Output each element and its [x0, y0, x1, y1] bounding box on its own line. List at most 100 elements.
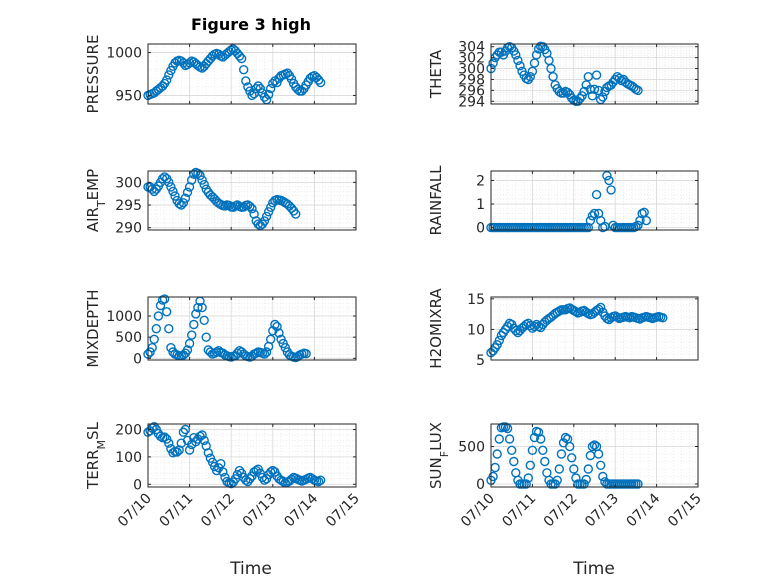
panel-6-data-point [511, 325, 521, 336]
panel-1-y-axis-label-part: PRESSURE [84, 35, 102, 114]
panel-1-data-point [268, 78, 278, 89]
panel-2-y-axis-label-part: THETA [427, 49, 445, 99]
panel-2-data-point [577, 91, 587, 101]
panel-1-data-point [263, 89, 274, 100]
panel-3-y-axis-label-part: EMP [84, 169, 102, 200]
panel-3-data-point [266, 202, 276, 213]
panel-3-data-point [164, 177, 174, 188]
panel-8-y-axis-label-part: SUN [427, 457, 445, 489]
panel-4-ytick-label: 0 [476, 221, 485, 237]
panel-8-data-point [554, 464, 564, 474]
panel-5-data-point [151, 324, 162, 334]
panel-1-data-point [161, 75, 172, 85]
panel-8-ytick-label: 0 [476, 477, 485, 493]
panel-8-data-point [598, 471, 608, 482]
panel-7-data-point [257, 472, 268, 483]
panel-4-axes-box [490, 170, 699, 231]
panel-7-axes-box [147, 423, 357, 488]
panel-6-data-point [492, 340, 502, 350]
panel-3-data-point [245, 201, 255, 212]
figure-title: Figure 3 high [191, 15, 311, 34]
panel-7-data-point [266, 467, 276, 477]
panel-2-data-point [591, 70, 602, 80]
panel-5-data-point [145, 347, 155, 357]
panel-1-axes-box [147, 43, 357, 105]
panel-6-data-point [596, 302, 606, 313]
panel-4: 0 1 2 RAINFALL [427, 165, 699, 237]
panel-3-data-point [197, 175, 207, 185]
panel-3-ytick-label: 295 [115, 198, 142, 214]
panel-4-data-point [591, 189, 602, 200]
panel-3-ytick-label: 290 [115, 221, 142, 237]
panel-7-y-axis-label-part: M [95, 440, 108, 450]
panel-7-data-point [172, 447, 182, 457]
panel-1-data-point [272, 77, 282, 88]
panel-8-data-point [527, 445, 538, 455]
panel-7-data-point [199, 435, 209, 446]
panel-2-data-point [587, 91, 598, 101]
panel-2-data-point [575, 93, 585, 104]
panel-6-data-point [554, 306, 564, 316]
panel-4-ytick-label: 1 [476, 197, 485, 213]
panel-1-data-point [315, 77, 326, 88]
panel-3-data-point [199, 179, 209, 190]
panel-5-data-point [201, 332, 211, 342]
panel-8-data-point [569, 464, 579, 474]
panel-3-data-point [176, 200, 187, 210]
panel-2-data-point [511, 50, 521, 60]
panel-8-axes-box [490, 423, 699, 488]
panel-8-ytick-label: 500 [458, 440, 485, 456]
panel-4-data-point [633, 220, 643, 231]
panel-2-axes-box [490, 43, 699, 105]
panel-7-data-point [278, 476, 288, 487]
x-axis-label-right: Time [572, 559, 615, 579]
panel-5-ytick-label: 1000 [106, 309, 142, 325]
panel-3-data-point [178, 198, 189, 208]
panel-8-y-axis-label-part: F [438, 451, 451, 457]
panel-3-data-point [247, 203, 257, 214]
panel-2-ytick-label: 304 [458, 40, 485, 56]
panel-5-data-point [155, 300, 166, 311]
panel-4-y-axis-label-part: RAINFALL [427, 165, 445, 236]
panel-8-data-point [509, 456, 519, 467]
panel-7-data-point [211, 465, 222, 476]
panel-3-data-point [182, 187, 193, 198]
panel-5-data-point [301, 349, 311, 359]
panel-8-y-axis-label: SUNFLUX [427, 422, 451, 489]
panel-1-data-point [251, 83, 261, 94]
panel-3-data-point [174, 198, 184, 209]
panel-6-axes-box [490, 296, 699, 361]
panel-7-data-point [164, 438, 174, 448]
panel-7-data-point [149, 422, 159, 432]
panel-2-data-point [598, 92, 608, 102]
panel-5-y-axis-label: MIXDEPTH [84, 289, 102, 367]
panel-3-data-point [166, 182, 176, 192]
panel-8-data-point [587, 441, 598, 452]
panel-1-data-point [184, 58, 195, 68]
panel-1-data-point [164, 70, 174, 80]
panel-2-data-point [523, 74, 533, 85]
panel-2-y-axis-label: THETA [427, 49, 445, 99]
panel-1-ytick-label: 1000 [106, 46, 142, 62]
panel-5-ytick-label: 500 [115, 330, 142, 346]
panel-5-data-point [199, 315, 209, 325]
panel-8-data-point [523, 473, 533, 483]
panel-3-data-point [261, 211, 272, 222]
panel-7-ytick-label: 0 [133, 477, 142, 493]
panel-8-data-point [488, 471, 498, 482]
panel-3-data-point [263, 207, 274, 217]
panel-7-data-point [178, 427, 189, 437]
panel-2-ytick-label: 302 [458, 51, 485, 67]
panel-5-data-point [191, 309, 201, 319]
panel-2-ytick-label: 300 [458, 62, 485, 78]
panel-3-ytick-label: 300 [115, 175, 142, 191]
panel-8-data-point [593, 449, 604, 459]
panel-6-y-axis-label-part: H2OMIXRA [427, 288, 445, 369]
panel-8-data-point [492, 449, 502, 459]
panel-4-data-point [589, 208, 600, 219]
panel-5-data-point [159, 294, 170, 304]
panel-3-y-axis-label-part: T [95, 200, 108, 208]
